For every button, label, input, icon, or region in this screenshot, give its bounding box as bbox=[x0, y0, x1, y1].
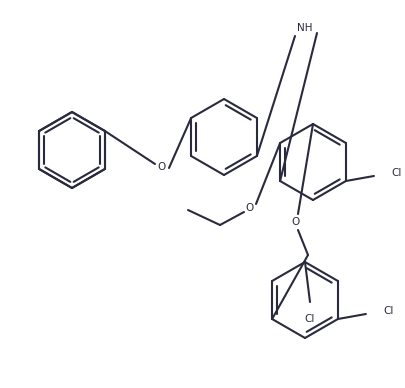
Text: Cl: Cl bbox=[382, 306, 392, 316]
Text: Cl: Cl bbox=[304, 314, 314, 324]
Text: O: O bbox=[158, 162, 166, 172]
Text: Cl: Cl bbox=[390, 168, 400, 178]
Text: O: O bbox=[245, 203, 254, 213]
Text: O: O bbox=[291, 217, 299, 227]
Text: NH: NH bbox=[296, 23, 312, 33]
